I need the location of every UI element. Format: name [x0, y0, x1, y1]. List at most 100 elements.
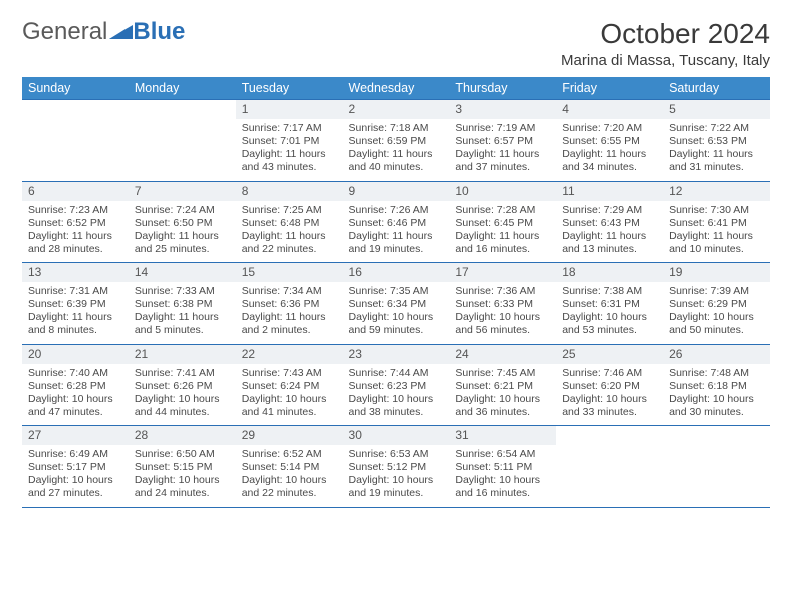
sunrise-text: Sunrise: 6:53 AM [349, 448, 444, 461]
day-number-cell: 8 [236, 181, 343, 201]
day-number-cell: 31 [449, 426, 556, 446]
day-detail-cell: Sunrise: 7:31 AMSunset: 6:39 PMDaylight:… [22, 282, 129, 344]
sunset-text: Sunset: 6:59 PM [349, 135, 444, 148]
day-detail-cell: Sunrise: 7:28 AMSunset: 6:45 PMDaylight:… [449, 201, 556, 263]
day-detail-cell: Sunrise: 7:44 AMSunset: 6:23 PMDaylight:… [343, 364, 450, 426]
day-number-cell: 24 [449, 344, 556, 364]
sunrise-text: Sunrise: 7:19 AM [455, 122, 550, 135]
sunrise-text: Sunrise: 7:24 AM [135, 204, 230, 217]
day-detail-cell: Sunrise: 6:54 AMSunset: 5:11 PMDaylight:… [449, 445, 556, 507]
sunset-text: Sunset: 6:45 PM [455, 217, 550, 230]
sunset-text: Sunset: 5:15 PM [135, 461, 230, 474]
daylight-text-1: Daylight: 10 hours [562, 393, 657, 406]
day-number-cell: 25 [556, 344, 663, 364]
daylight-text-1: Daylight: 10 hours [562, 311, 657, 324]
daylight-text-2: and 22 minutes. [242, 243, 337, 256]
sunrise-text: Sunrise: 7:40 AM [28, 367, 123, 380]
sunset-text: Sunset: 6:38 PM [135, 298, 230, 311]
weekday-header: Thursday [449, 77, 556, 100]
sunset-text: Sunset: 6:48 PM [242, 217, 337, 230]
sunset-text: Sunset: 6:46 PM [349, 217, 444, 230]
sunrise-text: Sunrise: 7:45 AM [455, 367, 550, 380]
daylight-text-1: Daylight: 11 hours [28, 311, 123, 324]
daynum-row: 12345 [22, 100, 770, 120]
sunset-text: Sunset: 6:36 PM [242, 298, 337, 311]
sunrise-text: Sunrise: 7:20 AM [562, 122, 657, 135]
sunrise-text: Sunrise: 7:28 AM [455, 204, 550, 217]
month-title: October 2024 [561, 18, 770, 50]
day-detail-cell: Sunrise: 7:46 AMSunset: 6:20 PMDaylight:… [556, 364, 663, 426]
sunset-text: Sunset: 5:11 PM [455, 461, 550, 474]
sunset-text: Sunset: 5:14 PM [242, 461, 337, 474]
day-detail-cell: Sunrise: 7:23 AMSunset: 6:52 PMDaylight:… [22, 201, 129, 263]
sunrise-text: Sunrise: 6:52 AM [242, 448, 337, 461]
location-text: Marina di Massa, Tuscany, Italy [561, 52, 770, 69]
daylight-text-1: Daylight: 10 hours [349, 393, 444, 406]
day-number-cell: 7 [129, 181, 236, 201]
daylight-text-1: Daylight: 10 hours [28, 474, 123, 487]
sunrise-text: Sunrise: 7:26 AM [349, 204, 444, 217]
daylight-text-1: Daylight: 10 hours [669, 311, 764, 324]
sunrise-text: Sunrise: 7:17 AM [242, 122, 337, 135]
daylight-text-2: and 27 minutes. [28, 487, 123, 500]
day-detail-cell: Sunrise: 7:41 AMSunset: 6:26 PMDaylight:… [129, 364, 236, 426]
daylight-text-1: Daylight: 11 hours [562, 230, 657, 243]
sunset-text: Sunset: 6:29 PM [669, 298, 764, 311]
sunrise-text: Sunrise: 6:49 AM [28, 448, 123, 461]
daylight-text-2: and 2 minutes. [242, 324, 337, 337]
sunset-text: Sunset: 6:18 PM [669, 380, 764, 393]
daylight-text-2: and 44 minutes. [135, 406, 230, 419]
day-number-cell: 22 [236, 344, 343, 364]
daylight-text-1: Daylight: 11 hours [455, 148, 550, 161]
day-number-cell: 9 [343, 181, 450, 201]
daylight-text-2: and 41 minutes. [242, 406, 337, 419]
day-number-cell: 23 [343, 344, 450, 364]
daylight-text-2: and 40 minutes. [349, 161, 444, 174]
weekday-header: Sunday [22, 77, 129, 100]
sunset-text: Sunset: 6:43 PM [562, 217, 657, 230]
sunrise-text: Sunrise: 7:48 AM [669, 367, 764, 380]
daylight-text-2: and 56 minutes. [455, 324, 550, 337]
day-detail-cell: Sunrise: 7:38 AMSunset: 6:31 PMDaylight:… [556, 282, 663, 344]
daynum-row: 2728293031 [22, 426, 770, 446]
weekday-header: Tuesday [236, 77, 343, 100]
sunset-text: Sunset: 5:17 PM [28, 461, 123, 474]
detail-row: Sunrise: 7:31 AMSunset: 6:39 PMDaylight:… [22, 282, 770, 344]
day-detail-cell: Sunrise: 7:35 AMSunset: 6:34 PMDaylight:… [343, 282, 450, 344]
day-number-cell: 10 [449, 181, 556, 201]
daynum-row: 20212223242526 [22, 344, 770, 364]
day-number-cell: 16 [343, 263, 450, 283]
brand-logo: General Blue [22, 18, 185, 46]
sunset-text: Sunset: 6:21 PM [455, 380, 550, 393]
sunset-text: Sunset: 6:50 PM [135, 217, 230, 230]
daylight-text-1: Daylight: 11 hours [669, 148, 764, 161]
sunset-text: Sunset: 6:34 PM [349, 298, 444, 311]
weekday-header-row: Sunday Monday Tuesday Wednesday Thursday… [22, 77, 770, 100]
daylight-text-1: Daylight: 11 hours [135, 230, 230, 243]
daylight-text-1: Daylight: 11 hours [669, 230, 764, 243]
sunrise-text: Sunrise: 6:54 AM [455, 448, 550, 461]
day-number-cell: 15 [236, 263, 343, 283]
day-detail-cell [663, 445, 770, 507]
daylight-text-1: Daylight: 10 hours [349, 474, 444, 487]
sunrise-text: Sunrise: 7:46 AM [562, 367, 657, 380]
sunrise-text: Sunrise: 7:36 AM [455, 285, 550, 298]
sunset-text: Sunset: 6:39 PM [28, 298, 123, 311]
daylight-text-2: and 19 minutes. [349, 243, 444, 256]
sunrise-text: Sunrise: 7:44 AM [349, 367, 444, 380]
daylight-text-1: Daylight: 11 hours [242, 311, 337, 324]
daylight-text-2: and 16 minutes. [455, 487, 550, 500]
daynum-row: 6789101112 [22, 181, 770, 201]
sunrise-text: Sunrise: 7:39 AM [669, 285, 764, 298]
day-detail-cell: Sunrise: 7:19 AMSunset: 6:57 PMDaylight:… [449, 119, 556, 181]
daylight-text-2: and 47 minutes. [28, 406, 123, 419]
day-detail-cell: Sunrise: 7:29 AMSunset: 6:43 PMDaylight:… [556, 201, 663, 263]
day-detail-cell: Sunrise: 7:36 AMSunset: 6:33 PMDaylight:… [449, 282, 556, 344]
sunrise-text: Sunrise: 7:34 AM [242, 285, 337, 298]
sunset-text: Sunset: 6:57 PM [455, 135, 550, 148]
daylight-text-2: and 8 minutes. [28, 324, 123, 337]
day-detail-cell: Sunrise: 7:20 AMSunset: 6:55 PMDaylight:… [556, 119, 663, 181]
day-number-cell: 11 [556, 181, 663, 201]
daylight-text-2: and 19 minutes. [349, 487, 444, 500]
day-number-cell: 17 [449, 263, 556, 283]
